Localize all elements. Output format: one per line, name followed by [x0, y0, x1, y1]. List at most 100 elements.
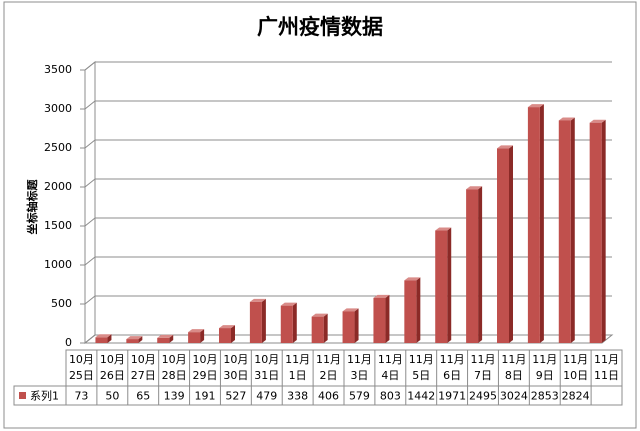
grid-line	[84, 61, 612, 71]
x-tick-label: 10月 28日	[162, 353, 187, 382]
y-tick-label: 3000	[44, 102, 72, 115]
bar	[589, 122, 602, 343]
label-line: 9日	[536, 369, 554, 382]
label-line: 29日	[193, 369, 218, 382]
bar	[219, 328, 231, 343]
table-value: 73	[74, 390, 88, 403]
bar-top	[404, 277, 421, 281]
label-line: 2日	[320, 369, 338, 382]
label-line: 11月	[440, 353, 465, 366]
y-axis-title: 坐标轴标题	[25, 179, 39, 235]
table-value: 1442	[407, 390, 435, 403]
table-value: 527	[225, 390, 246, 403]
label-line: 5日	[412, 369, 430, 382]
table-value: 338	[287, 390, 308, 403]
label-line: 3日	[350, 369, 368, 382]
bar-top	[95, 334, 112, 338]
bar-side	[107, 334, 112, 343]
label-line: 11月	[378, 353, 403, 366]
x-tick-label: 11月 8日	[501, 353, 526, 382]
label-line: 11日	[594, 369, 619, 382]
bar-side	[138, 336, 143, 343]
bar-side	[509, 145, 513, 343]
label-line: 1日	[289, 369, 307, 382]
table-value: 65	[136, 390, 150, 403]
table-value: 3024	[500, 390, 528, 403]
label-line: 10月	[162, 353, 187, 366]
grid-line	[84, 217, 612, 227]
label-line: 27日	[131, 369, 156, 382]
grid-line	[84, 178, 612, 188]
x-tick-label: 11月 4日	[378, 353, 403, 382]
x-tick-label: 10月 30日	[223, 353, 248, 382]
bar	[404, 280, 417, 343]
bar-side	[323, 313, 328, 343]
label-line: 10月	[193, 353, 218, 366]
bar	[95, 337, 108, 343]
bar-top	[435, 227, 452, 231]
y-tick-label: 500	[51, 297, 72, 310]
x-tick-label: 11月 1日	[285, 353, 310, 382]
table-value: 579	[349, 390, 370, 403]
bar-top	[249, 298, 266, 302]
label-line: 11月	[347, 353, 372, 366]
bar	[126, 339, 139, 343]
table-value: 2824	[562, 390, 590, 403]
table-value: 406	[318, 390, 339, 403]
bar-top	[280, 302, 297, 306]
legend-label: 系列1	[30, 389, 59, 403]
bar-side	[231, 325, 235, 343]
label-line: 10月	[223, 353, 248, 366]
label-line: 11月	[594, 353, 619, 366]
x-tick-label: 10月 31日	[254, 353, 279, 382]
grid-line	[84, 139, 612, 149]
label-line: 10月	[131, 353, 156, 366]
table-value: 1971	[438, 390, 466, 403]
table-value: 139	[164, 390, 185, 403]
bar-side	[169, 334, 174, 343]
bar	[373, 297, 386, 343]
bar-top	[589, 119, 606, 123]
label-line: 26日	[100, 369, 125, 382]
bar	[311, 316, 324, 343]
x-tick-label: 11月 2日	[316, 353, 341, 382]
label-line: 11月	[285, 353, 310, 366]
x-tick-label: 10月 26日	[100, 353, 125, 382]
label-line: 11月	[316, 353, 341, 366]
y-tick-label: 3500	[44, 63, 72, 76]
bar-top	[311, 313, 328, 317]
bar-top	[219, 325, 235, 329]
legend-swatch	[19, 392, 26, 399]
bar-side	[261, 298, 266, 343]
x-tick-label: 11月 3日	[347, 353, 372, 382]
bar	[466, 189, 479, 343]
label-line: 10日	[563, 369, 588, 382]
x-tick-label: 10月 29日	[193, 353, 218, 382]
bar-side	[354, 308, 359, 343]
bar	[157, 337, 170, 343]
bar-top	[558, 117, 575, 121]
bar-side	[385, 294, 390, 343]
x-tick-label: 11月 10日	[563, 353, 588, 382]
label-line: 10月	[254, 353, 279, 366]
bar-top	[527, 104, 544, 108]
bar-top	[188, 329, 205, 333]
label-line: 10月	[100, 353, 125, 366]
x-tick-label: 11月 6日	[440, 353, 465, 382]
bar	[249, 301, 262, 343]
x-tick-label: 11月 9日	[532, 353, 557, 382]
label-line: 11月	[532, 353, 557, 366]
y-tick-label: 0	[65, 336, 72, 349]
x-tick-label: 11月 7日	[471, 353, 496, 382]
chart-title: 广州疫情数据	[257, 15, 383, 39]
table-value: 2853	[531, 390, 559, 403]
label-line: 25日	[69, 369, 94, 382]
table-value: 803	[380, 390, 401, 403]
bar-side	[478, 186, 483, 343]
bar-side	[447, 227, 452, 343]
bar-top	[497, 145, 513, 149]
bar-top	[466, 186, 483, 190]
y-tick-label: 1000	[44, 258, 72, 271]
y-tick-label: 1500	[44, 219, 72, 232]
